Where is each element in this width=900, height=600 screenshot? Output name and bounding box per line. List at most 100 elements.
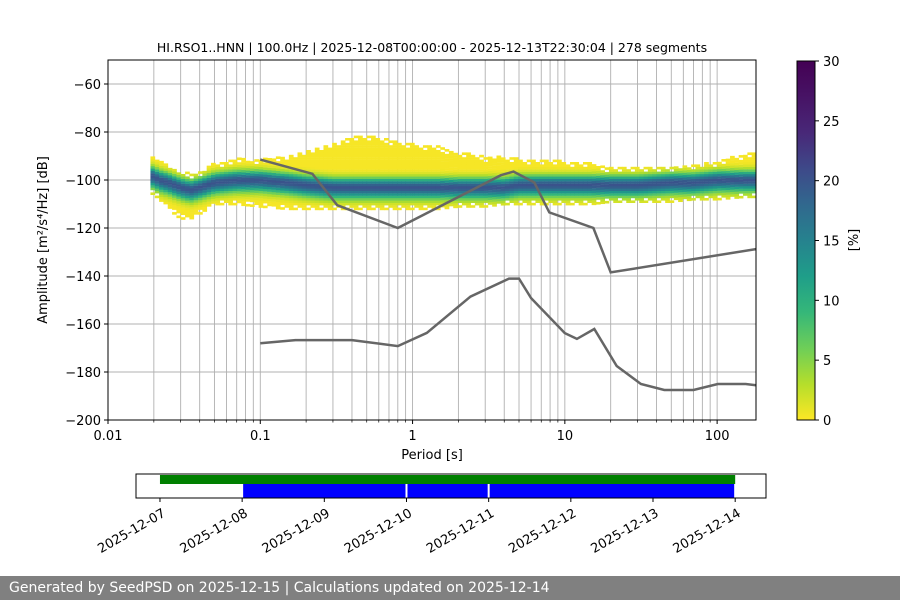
heatmap-cell (185, 176, 190, 179)
heatmap-cell (505, 178, 510, 182)
heatmap-cell (405, 147, 411, 151)
heatmap-cell (574, 193, 580, 196)
heatmap-cell (474, 174, 480, 177)
heatmap-cell (176, 184, 182, 187)
heatmap-cell (539, 176, 545, 179)
heatmap-cell (747, 176, 753, 179)
heatmap-cell (185, 205, 190, 208)
heatmap-cell (310, 186, 316, 189)
heatmap-cell (159, 160, 164, 164)
heatmap-cell (591, 166, 597, 170)
heatmap-cell (198, 176, 203, 179)
heatmap-cell (198, 185, 203, 189)
heatmap-cell (539, 200, 545, 203)
heatmap-cell (223, 169, 229, 172)
heatmap-cell (440, 166, 445, 170)
heatmap-cell (349, 195, 355, 199)
heatmap-cell (180, 190, 186, 194)
heatmap-cell (613, 193, 618, 196)
colorbar-tick-label: 5 (823, 354, 831, 369)
heatmap-cell (392, 154, 398, 158)
heatmap-cell (215, 183, 221, 187)
heatmap-cell (587, 176, 593, 179)
heatmap-cell (293, 157, 298, 160)
heatmap-cell (409, 152, 415, 155)
heatmap-cell (185, 188, 190, 191)
heatmap-cell (172, 183, 177, 186)
heatmap-cell (176, 205, 182, 209)
heatmap-cell (297, 200, 303, 203)
heatmap-cell (293, 162, 298, 165)
heatmap-cell (608, 174, 614, 177)
heatmap-cell (215, 171, 221, 175)
heatmap-cell (557, 198, 562, 201)
heatmap-cell (617, 183, 623, 187)
heatmap-cell (284, 200, 290, 203)
heatmap-cell (418, 181, 424, 184)
heatmap-cell (600, 196, 606, 200)
heatmap-cell (496, 191, 502, 195)
heatmap-cell (591, 195, 597, 198)
heatmap-cell (647, 198, 653, 201)
heatmap-cell (678, 185, 683, 188)
heatmap-cell (552, 190, 558, 194)
heatmap-cell (159, 172, 164, 176)
heatmap-cell (474, 195, 480, 199)
heatmap-cell (552, 198, 558, 201)
heatmap-cell (630, 200, 636, 203)
heatmap-cell (271, 201, 277, 205)
y-tick-label: −200 (65, 414, 101, 429)
heatmap-cell (414, 152, 420, 155)
heatmap-cell (206, 204, 212, 207)
heatmap-cell (743, 154, 748, 158)
heatmap-cell (743, 183, 748, 187)
heatmap-cell (604, 191, 610, 194)
heatmap-cell (211, 170, 216, 173)
heatmap-cell (327, 164, 333, 167)
date-tick-label: 2025-12-10 (342, 506, 415, 557)
heatmap-cell (487, 163, 493, 167)
heatmap-cell (561, 166, 567, 170)
heatmap-cell (154, 169, 160, 172)
heatmap-cell (673, 173, 679, 177)
heatmap-cell (643, 181, 649, 184)
heatmap-cell (353, 174, 359, 177)
heatmap-cell (544, 188, 549, 191)
heatmap-cell (587, 198, 593, 201)
heatmap-cell (167, 184, 173, 188)
heatmap-cell (574, 200, 580, 203)
heatmap-cell (154, 164, 160, 168)
heatmap-cell (453, 179, 458, 182)
heatmap-cell (215, 190, 221, 194)
heatmap-cell (180, 178, 186, 182)
heatmap-cell (699, 198, 705, 201)
heatmap-cell (539, 193, 545, 196)
heatmap-cell (647, 195, 653, 199)
heatmap-cell (717, 193, 722, 196)
heatmap-cell (557, 183, 562, 187)
heatmap-cell (422, 152, 428, 155)
heatmap-cell (258, 188, 264, 192)
heatmap-cell (414, 150, 420, 153)
heatmap-cell (228, 200, 234, 203)
heatmap-cell (384, 193, 389, 196)
heatmap-cell (531, 193, 536, 196)
heatmap-cell (236, 164, 242, 168)
heatmap-cell (552, 195, 558, 199)
heatmap-cell (500, 159, 506, 163)
heatmap-cell (470, 162, 476, 165)
heatmap-cell (401, 181, 407, 184)
heatmap-cell (669, 176, 675, 179)
heatmap-cell (275, 206, 281, 210)
heatmap-cell (280, 156, 285, 160)
heatmap-cell (319, 190, 324, 194)
heatmap-cell (505, 159, 510, 163)
heatmap-cell (453, 203, 458, 206)
heatmap-cell (665, 186, 670, 189)
heatmap-cell (327, 169, 333, 172)
heatmap-cell (163, 170, 169, 174)
heatmap-cell (751, 195, 756, 199)
heatmap-cell (535, 198, 541, 201)
heatmap-cell (176, 179, 182, 183)
heatmap-cell (327, 147, 333, 151)
